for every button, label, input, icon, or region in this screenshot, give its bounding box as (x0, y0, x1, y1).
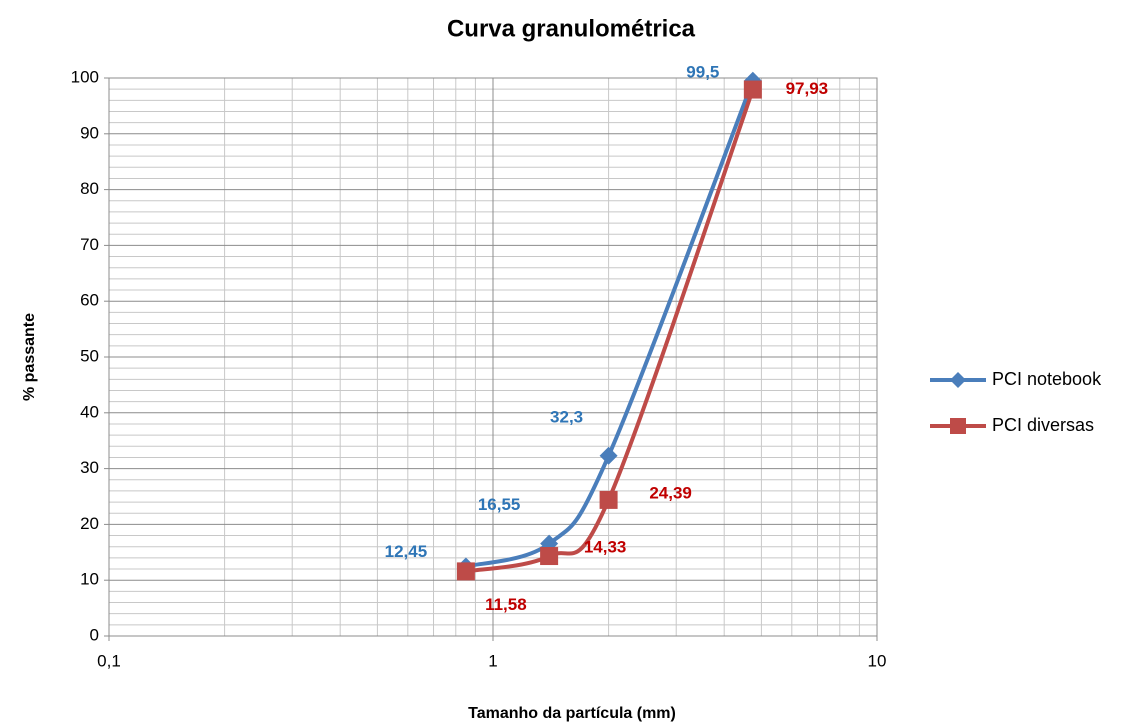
y-tick-label: 70 (80, 235, 99, 254)
data-label: 99,5 (686, 62, 719, 81)
x-axis-label: Tamanho da partícula (mm) (468, 705, 676, 722)
y-tick-label: 60 (80, 291, 99, 310)
y-axis-label: % passante (21, 313, 38, 401)
data-point (456, 562, 475, 581)
data-point (540, 547, 559, 566)
y-tick-label: 10 (80, 570, 99, 589)
y-tick-label: 0 (90, 625, 99, 644)
legend-marker (950, 372, 966, 388)
data-label: 97,93 (786, 79, 829, 98)
legend-label: PCI notebook (992, 369, 1102, 389)
chart-title: Curva granulométrica (447, 15, 696, 42)
y-tick-label: 90 (80, 123, 99, 142)
legend-marker (950, 418, 966, 434)
data-label: 24,39 (649, 483, 692, 502)
y-tick-label: 30 (80, 458, 99, 477)
data-point (599, 446, 618, 465)
data-label: 32,3 (550, 407, 583, 426)
data-point (743, 80, 762, 99)
y-tick-label: 100 (71, 67, 99, 86)
data-point (599, 490, 618, 509)
series-line (465, 88, 755, 574)
data-label: 16,55 (478, 495, 521, 514)
x-tick-label: 1 (488, 651, 497, 670)
y-tick-label: 20 (80, 514, 99, 533)
data-label: 12,45 (385, 542, 428, 561)
series-line (465, 80, 755, 569)
x-tick-label: 0,1 (97, 651, 121, 670)
data-label: 14,33 (584, 538, 627, 557)
data-label: 11,58 (485, 595, 527, 614)
x-tick-label: 10 (868, 651, 887, 670)
y-tick-label: 40 (80, 402, 99, 421)
y-tick-label: 50 (80, 346, 99, 365)
y-tick-label: 80 (80, 179, 99, 198)
legend-label: PCI diversas (992, 415, 1094, 435)
plot-border (108, 77, 878, 637)
